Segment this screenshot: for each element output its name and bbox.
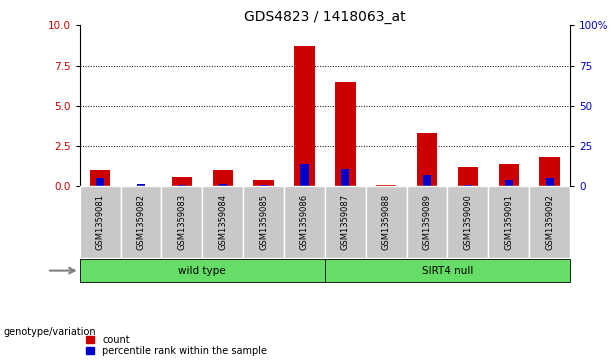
Bar <box>172 177 192 187</box>
Text: GSM1359085: GSM1359085 <box>259 194 268 250</box>
Text: wild type: wild type <box>178 266 226 276</box>
Bar <box>131 186 151 187</box>
Bar <box>96 179 104 187</box>
Title: GDS4823 / 1418063_at: GDS4823 / 1418063_at <box>244 11 406 24</box>
Bar <box>178 185 186 187</box>
Bar <box>539 158 560 187</box>
Bar <box>161 187 202 258</box>
Text: GSM1359086: GSM1359086 <box>300 194 309 250</box>
Text: GSM1359081: GSM1359081 <box>96 194 105 250</box>
Bar <box>80 187 121 258</box>
Bar <box>382 186 390 187</box>
Text: GSM1359089: GSM1359089 <box>422 194 432 250</box>
Bar <box>300 164 308 187</box>
Bar <box>464 185 472 187</box>
Bar <box>498 164 519 187</box>
Bar <box>219 184 227 187</box>
Text: GSM1359083: GSM1359083 <box>177 194 186 250</box>
Bar <box>90 170 110 187</box>
Bar <box>253 180 274 187</box>
Bar <box>504 180 513 187</box>
Bar <box>259 185 268 187</box>
Text: genotype/variation: genotype/variation <box>3 327 96 337</box>
Text: GSM1359082: GSM1359082 <box>137 194 145 250</box>
Bar <box>489 187 529 258</box>
Bar <box>447 187 489 258</box>
Text: GSM1359090: GSM1359090 <box>463 194 473 250</box>
Bar <box>284 187 325 258</box>
Bar <box>406 187 447 258</box>
Bar <box>325 187 366 258</box>
Bar <box>341 169 349 187</box>
Text: GSM1359092: GSM1359092 <box>545 194 554 250</box>
Bar <box>423 175 431 187</box>
Bar <box>417 133 437 187</box>
Bar <box>376 185 397 187</box>
Bar <box>80 259 325 282</box>
Bar <box>529 187 570 258</box>
Text: GSM1359084: GSM1359084 <box>218 194 227 250</box>
Text: GSM1359087: GSM1359087 <box>341 194 350 250</box>
Bar <box>546 179 554 187</box>
Bar <box>121 187 161 258</box>
Bar <box>366 187 406 258</box>
Bar <box>202 187 243 258</box>
Bar <box>335 82 356 187</box>
Text: GSM1359088: GSM1359088 <box>382 194 390 250</box>
Bar <box>137 184 145 187</box>
Bar <box>458 167 478 187</box>
Legend: count, percentile rank within the sample: count, percentile rank within the sample <box>85 333 269 358</box>
Bar <box>325 259 570 282</box>
Bar <box>213 170 233 187</box>
Text: GSM1359091: GSM1359091 <box>504 194 513 250</box>
Bar <box>243 187 284 258</box>
Bar <box>294 46 314 187</box>
Text: SIRT4 null: SIRT4 null <box>422 266 473 276</box>
